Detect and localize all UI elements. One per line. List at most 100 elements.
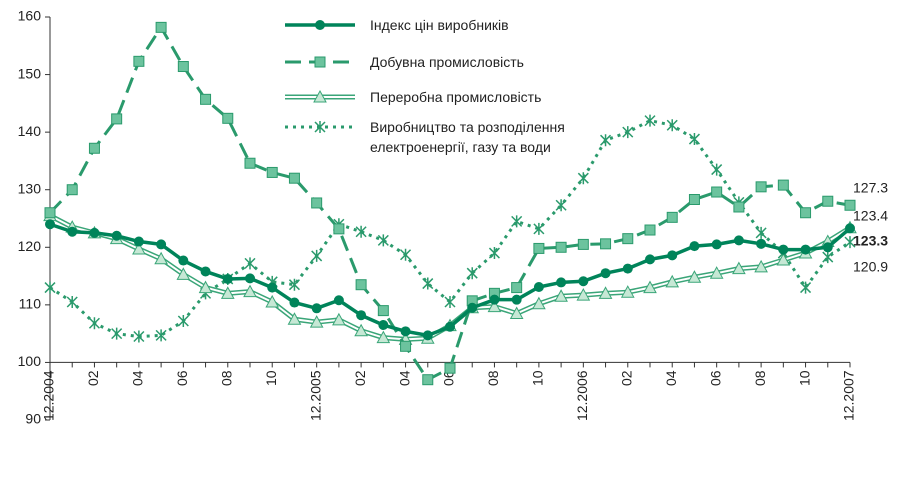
point	[133, 236, 144, 247]
point	[755, 226, 767, 239]
point	[732, 261, 746, 275]
point	[177, 61, 189, 73]
point	[555, 199, 567, 212]
x-tick-label: 12.2007	[841, 370, 857, 421]
point	[533, 222, 545, 235]
legend-marker	[314, 121, 326, 133]
point	[132, 241, 146, 255]
x-tick-label: 04	[396, 370, 412, 386]
x-tick-label: 08	[485, 370, 501, 386]
x-tick-label: 08	[218, 370, 234, 386]
point	[111, 327, 123, 340]
point	[400, 340, 412, 352]
point	[287, 312, 302, 325]
point	[376, 330, 391, 344]
x-tick-label: 12.2005	[307, 370, 323, 421]
x-tick-label: 02	[618, 370, 634, 386]
point	[643, 280, 657, 294]
point	[800, 244, 811, 255]
point	[487, 299, 502, 313]
point	[155, 329, 167, 342]
point	[645, 254, 655, 265]
point	[311, 249, 323, 262]
point	[556, 277, 567, 288]
point	[355, 279, 367, 291]
point	[244, 257, 256, 270]
x-tick-label: 04	[663, 370, 679, 386]
point	[378, 320, 389, 331]
point	[44, 207, 56, 219]
point	[354, 323, 368, 337]
point	[377, 305, 389, 317]
point	[622, 233, 634, 245]
point	[266, 166, 278, 178]
point	[222, 273, 233, 284]
point	[44, 281, 56, 294]
point	[220, 286, 235, 299]
legend-marker	[314, 56, 326, 68]
point	[245, 273, 255, 284]
point	[733, 235, 744, 246]
legend-label: Добувна промисловість	[370, 54, 524, 70]
point	[733, 201, 745, 213]
point	[332, 312, 346, 326]
x-tick-label: 10	[263, 370, 279, 386]
point	[178, 255, 189, 266]
x-tick-label: 04	[130, 370, 146, 386]
point	[577, 172, 589, 185]
point	[600, 268, 611, 279]
point	[355, 225, 367, 238]
point	[822, 251, 834, 264]
point	[600, 134, 612, 147]
y-tick-label: 100	[18, 353, 42, 369]
y-tick-label: 120	[18, 238, 42, 254]
point	[711, 163, 723, 176]
x-tick-label: 10	[530, 370, 546, 386]
point	[288, 172, 300, 184]
point	[243, 284, 257, 298]
point	[511, 215, 523, 228]
point	[577, 238, 589, 250]
x-tick-label: 12.2006	[574, 370, 590, 421]
point	[778, 244, 789, 255]
legend-marker	[315, 20, 325, 30]
point	[288, 278, 300, 291]
point	[688, 194, 700, 206]
point	[687, 270, 702, 283]
point	[709, 266, 724, 279]
point	[66, 295, 78, 308]
x-tick-label: 08	[752, 370, 768, 386]
point	[756, 238, 767, 249]
point	[488, 247, 500, 260]
point	[754, 259, 768, 273]
point	[666, 211, 678, 223]
x-tick-label: 10	[796, 370, 812, 386]
legend-label: Індекс цін виробників	[370, 17, 509, 33]
point	[667, 250, 678, 261]
data-label: 120.9	[853, 259, 888, 275]
point	[711, 186, 723, 198]
point	[489, 294, 500, 305]
point	[356, 310, 367, 321]
point	[67, 226, 78, 237]
point	[555, 241, 567, 253]
point	[265, 294, 280, 308]
point	[445, 321, 455, 332]
point	[533, 282, 544, 293]
point	[111, 230, 122, 241]
x-tick-label: 02	[85, 370, 101, 386]
point	[155, 21, 167, 33]
point	[88, 317, 100, 330]
point	[200, 93, 212, 105]
y-tick-label: 90	[25, 411, 41, 427]
y-tick-label: 150	[18, 65, 42, 81]
point	[400, 248, 412, 261]
point	[666, 119, 678, 132]
point	[444, 362, 456, 374]
y-tick-label: 130	[18, 180, 42, 196]
point	[822, 195, 834, 207]
point	[88, 142, 100, 154]
point	[111, 113, 123, 125]
point	[689, 241, 700, 252]
